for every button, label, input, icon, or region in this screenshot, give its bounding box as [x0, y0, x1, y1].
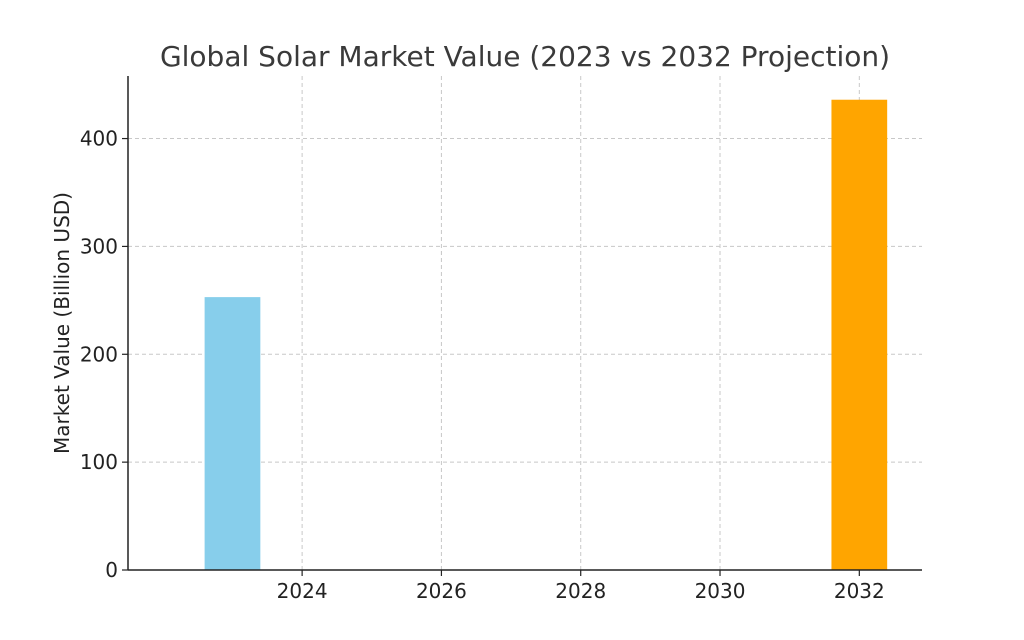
x-tick-label: 2028 [555, 579, 606, 603]
y-tick-label: 0 [105, 558, 118, 582]
x-tick-label: 2032 [834, 579, 885, 603]
bars [204, 99, 888, 571]
ticks: 2024 2026 2028 2030 2032 0 100 200 300 400 [80, 127, 885, 603]
x-tick-label: 2024 [277, 579, 328, 603]
y-tick-label: 200 [80, 342, 118, 366]
chart-title: Global Solar Market Value (2023 vs 2032 … [160, 40, 890, 73]
y-tick-label: 400 [80, 127, 118, 151]
y-axis-label: Market Value (Billion USD) [50, 192, 74, 454]
axes [127, 76, 922, 571]
y-tick-label: 100 [80, 450, 118, 474]
bar-2032 [831, 99, 888, 571]
x-tick-label: 2026 [416, 579, 467, 603]
bar-2023 [204, 297, 261, 570]
x-tick-label: 2030 [695, 579, 746, 603]
y-tick-label: 300 [80, 234, 118, 258]
